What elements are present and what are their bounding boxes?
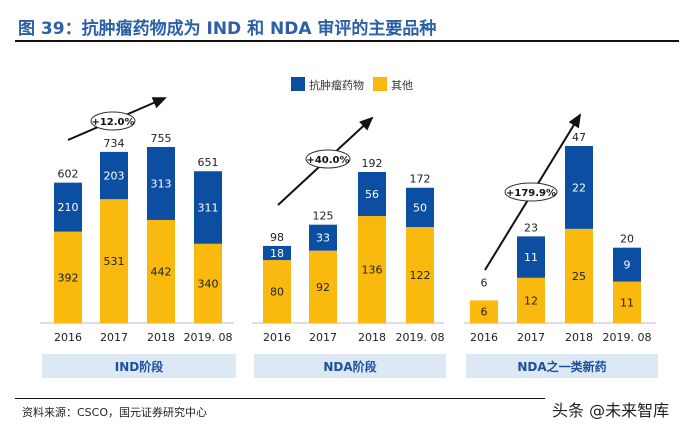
growth-ellipse [504,182,558,202]
x-tick-label: 2018 [565,331,593,344]
label-antitumor: 33 [316,232,330,245]
label-total: 47 [572,131,586,144]
x-tick-label: 2019. 08 [396,331,445,344]
bar-antitumor [358,172,386,217]
bar-other [358,216,386,323]
bar-antitumor [565,146,593,229]
figure-title: 图 39：抗肿瘤药物成为 IND 和 NDA 审评的主要品种 [18,19,437,39]
label-total: 6 [481,276,488,289]
label-antitumor: 0 [481,288,488,301]
bar-other [309,250,337,323]
growth-annotation: +12.0% [91,117,134,128]
growth-annotation: +40.0% [306,155,349,166]
legend-label-other: 其他 [391,79,413,92]
legend-label-antitumor: 抗肿瘤药物 [309,78,364,92]
panel-label: IND阶段 [115,359,164,374]
bar-antitumor [613,247,641,282]
label-antitumor: 313 [151,177,172,190]
bar-antitumor [517,236,545,278]
label-total: 98 [270,231,284,244]
label-other: 136 [362,264,383,277]
label-total: 20 [620,233,634,246]
legend-swatch-other [373,77,387,91]
bar-antitumor [309,224,337,251]
label-other: 340 [198,277,219,290]
label-total: 602 [58,168,79,181]
label-total: 734 [104,137,125,150]
bar-other [406,227,434,323]
label-other: 6 [481,306,488,319]
label-total: 651 [198,156,219,169]
bar-other [517,277,545,323]
label-antitumor: 203 [104,170,125,183]
label-other: 80 [270,286,284,299]
label-other: 392 [58,271,79,284]
bar-antitumor [406,187,434,228]
x-tick-label: 2017 [100,331,128,344]
bar-other [565,228,593,323]
bar-other [263,260,291,323]
panel-label-box [254,354,446,378]
panel-label: NDA之一类新药 [517,359,606,374]
footer-rule [15,398,545,399]
x-tick-label: 2019. 08 [184,331,233,344]
label-total: 23 [524,221,538,234]
label-total: 125 [313,210,334,223]
bar-antitumor [54,182,82,232]
label-antitumor: 18 [270,247,284,260]
panel-label-box [42,354,236,378]
label-other: 122 [410,269,431,282]
label-total: 192 [362,157,383,170]
label-antitumor: 11 [524,251,538,264]
x-tick-label: 2018 [358,331,386,344]
bar-other [470,300,498,323]
panel-label-box [466,354,658,378]
title-rule [15,40,679,42]
x-tick-label: 2016 [470,331,498,344]
x-tick-label: 2016 [54,331,82,344]
label-other: 92 [316,281,330,294]
bar-other [147,219,175,323]
growth-annotation: +179.9% [506,188,556,199]
x-tick-label: 2017 [309,331,337,344]
label-antitumor: 50 [413,201,427,214]
label-antitumor: 210 [58,201,79,214]
label-other: 531 [104,255,125,268]
label-other: 12 [524,294,538,307]
source-note: 资料来源：CSCO，国元证券研究中心 [22,406,208,419]
legend-swatch-antitumor [291,77,305,91]
x-tick-label: 2017 [517,331,545,344]
label-total: 755 [151,132,172,145]
growth-ellipse [90,111,136,131]
label-other: 11 [620,296,634,309]
watermark: 头条 @未来智库 [552,401,670,420]
bar-antitumor [263,245,291,261]
panel-label: NDA阶段 [323,359,377,374]
label-other: 25 [572,270,586,283]
bar-antitumor [194,171,222,244]
bar-other [100,199,128,323]
label-other: 442 [151,265,172,278]
x-tick-label: 2016 [263,331,291,344]
label-antitumor: 56 [365,188,379,201]
bar-antitumor [100,151,128,200]
x-tick-label: 2018 [147,331,175,344]
bar-other [54,231,82,323]
bar-other [194,243,222,323]
label-antitumor: 22 [572,181,586,194]
label-antitumor: 311 [198,201,219,214]
growth-ellipse [305,149,351,169]
bar-other [613,281,641,323]
x-tick-label: 2019. 08 [603,331,652,344]
label-total: 172 [410,173,431,186]
bar-antitumor [147,147,175,220]
label-antitumor: 9 [624,259,631,272]
